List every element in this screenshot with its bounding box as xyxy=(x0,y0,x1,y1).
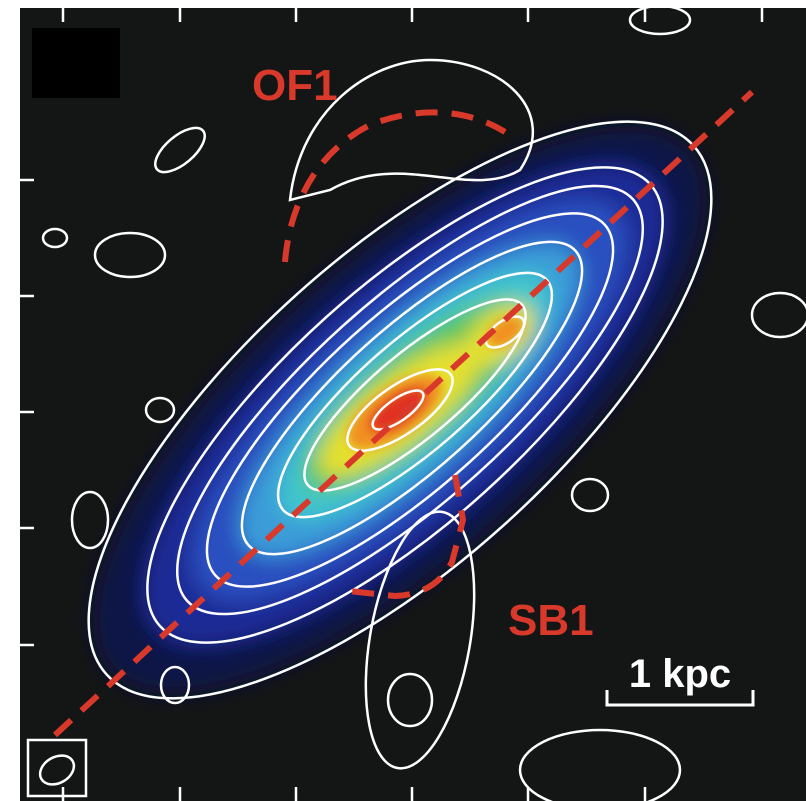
page: OF1 SB1 1 kpc (() => { const data = JSON… xyxy=(0,0,806,801)
scale-bar-label: 1 kpc xyxy=(629,652,731,696)
superbubble-label: SB1 xyxy=(508,596,594,645)
outflow-label: OF1 xyxy=(252,61,338,110)
map-image: OF1 SB1 1 kpc xyxy=(0,0,806,801)
redaction-box xyxy=(32,28,120,98)
